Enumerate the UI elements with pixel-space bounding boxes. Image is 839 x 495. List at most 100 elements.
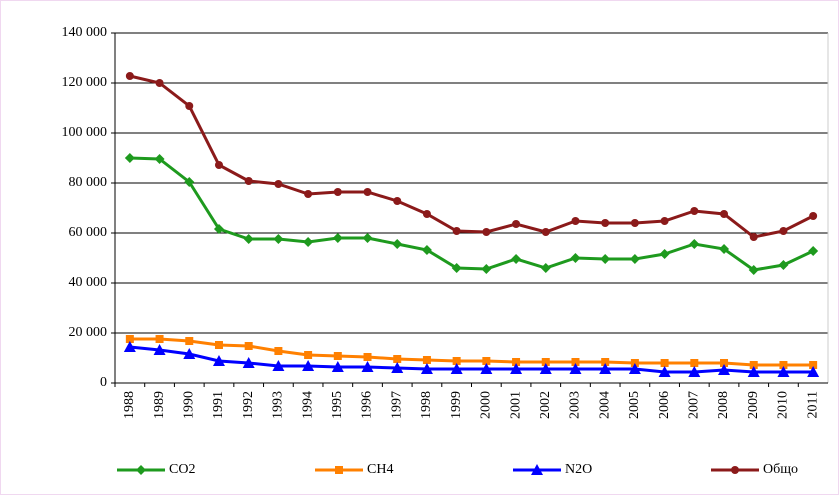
y-tick-label: 20 000 bbox=[69, 325, 108, 340]
data-point bbox=[155, 79, 164, 87]
data-point bbox=[331, 361, 344, 372]
y-tick-label: 80 000 bbox=[69, 175, 108, 190]
x-tick-label: 1994 bbox=[300, 391, 315, 419]
data-point bbox=[243, 234, 254, 244]
data-point bbox=[183, 348, 196, 359]
data-point bbox=[154, 154, 165, 164]
x-tick-label: 1991 bbox=[211, 391, 226, 419]
data-point bbox=[628, 363, 641, 374]
data-point bbox=[393, 355, 402, 363]
data-point bbox=[809, 361, 818, 369]
data-point bbox=[272, 360, 285, 371]
data-point bbox=[185, 337, 194, 345]
data-point bbox=[512, 358, 521, 366]
x-tick-label: 2001 bbox=[508, 391, 523, 419]
data-point bbox=[719, 244, 730, 254]
data-point bbox=[304, 190, 313, 198]
data-point bbox=[779, 227, 788, 235]
data-point bbox=[658, 366, 671, 377]
data-point bbox=[779, 361, 788, 369]
data-point bbox=[690, 207, 699, 215]
data-point bbox=[601, 219, 610, 227]
data-point bbox=[214, 161, 223, 169]
x-tick-label: 1990 bbox=[181, 391, 196, 419]
series-line bbox=[129, 345, 814, 374]
x-tick-label: 1993 bbox=[271, 391, 286, 419]
legend-label: CH4 bbox=[367, 462, 393, 477]
series-line bbox=[129, 156, 814, 272]
data-point bbox=[747, 366, 760, 377]
legend-label: N2O bbox=[565, 462, 592, 477]
data-point bbox=[421, 245, 432, 255]
data-point bbox=[302, 360, 315, 371]
data-point bbox=[660, 359, 669, 367]
data-point bbox=[124, 153, 135, 163]
data-point bbox=[333, 188, 342, 196]
data-point bbox=[212, 355, 225, 366]
data-point bbox=[630, 219, 639, 227]
x-tick-label: 2011 bbox=[805, 391, 820, 418]
x-tick-label: 2004 bbox=[597, 391, 612, 419]
data-point bbox=[510, 363, 523, 374]
data-point bbox=[541, 228, 550, 236]
legend-label: Общо bbox=[763, 462, 798, 477]
data-point bbox=[361, 361, 374, 372]
data-point bbox=[660, 217, 669, 225]
legend-marker bbox=[335, 466, 343, 474]
data-point bbox=[778, 260, 789, 270]
data-point bbox=[244, 342, 253, 350]
y-tick-label: 60 000 bbox=[69, 225, 108, 240]
data-point bbox=[571, 217, 580, 225]
x-tick-label: 1997 bbox=[389, 391, 404, 419]
data-point bbox=[599, 363, 612, 374]
data-point bbox=[304, 351, 313, 359]
data-point bbox=[332, 233, 343, 243]
data-point bbox=[451, 263, 462, 273]
y-tick-label: 40 000 bbox=[69, 275, 108, 290]
x-tick-label: 1988 bbox=[122, 391, 137, 419]
series-line bbox=[129, 337, 814, 367]
legend-marker bbox=[531, 464, 543, 475]
data-point bbox=[540, 263, 551, 273]
data-point bbox=[629, 254, 640, 264]
data-point bbox=[393, 197, 402, 205]
data-point bbox=[482, 357, 491, 365]
x-tick-label: 2000 bbox=[479, 391, 494, 419]
x-tick-label: 1992 bbox=[241, 391, 256, 419]
x-tick-label: 2003 bbox=[568, 391, 583, 419]
x-tick-label: 2009 bbox=[746, 391, 761, 419]
data-point bbox=[601, 358, 610, 366]
x-tick-label: 1989 bbox=[152, 391, 167, 419]
data-point bbox=[659, 249, 670, 259]
x-tick-label: 2002 bbox=[538, 391, 553, 419]
data-point bbox=[718, 364, 731, 375]
data-point bbox=[809, 212, 818, 220]
data-point bbox=[569, 363, 582, 374]
data-point bbox=[571, 358, 580, 366]
data-point bbox=[720, 210, 729, 218]
data-point bbox=[422, 210, 431, 218]
y-tick-label: 140 000 bbox=[62, 25, 108, 40]
x-tick-label: 1995 bbox=[330, 391, 345, 419]
x-tick-label: 1996 bbox=[360, 391, 375, 419]
x-tick-label: 2008 bbox=[716, 391, 731, 419]
data-point bbox=[807, 366, 820, 377]
x-tick-label: 2005 bbox=[627, 391, 642, 419]
data-point bbox=[185, 102, 194, 110]
data-point bbox=[392, 239, 403, 249]
data-point bbox=[420, 363, 433, 374]
data-point bbox=[274, 347, 283, 355]
data-point bbox=[541, 358, 550, 366]
data-point bbox=[600, 254, 611, 264]
data-point bbox=[690, 359, 699, 367]
data-point bbox=[214, 341, 223, 349]
data-point bbox=[303, 237, 314, 247]
data-point bbox=[482, 228, 491, 236]
x-tick-label: 1998 bbox=[419, 391, 434, 419]
data-point bbox=[155, 335, 164, 343]
legend-marker bbox=[731, 466, 739, 474]
data-point bbox=[452, 227, 461, 235]
data-point bbox=[363, 353, 372, 361]
data-point bbox=[570, 253, 581, 263]
